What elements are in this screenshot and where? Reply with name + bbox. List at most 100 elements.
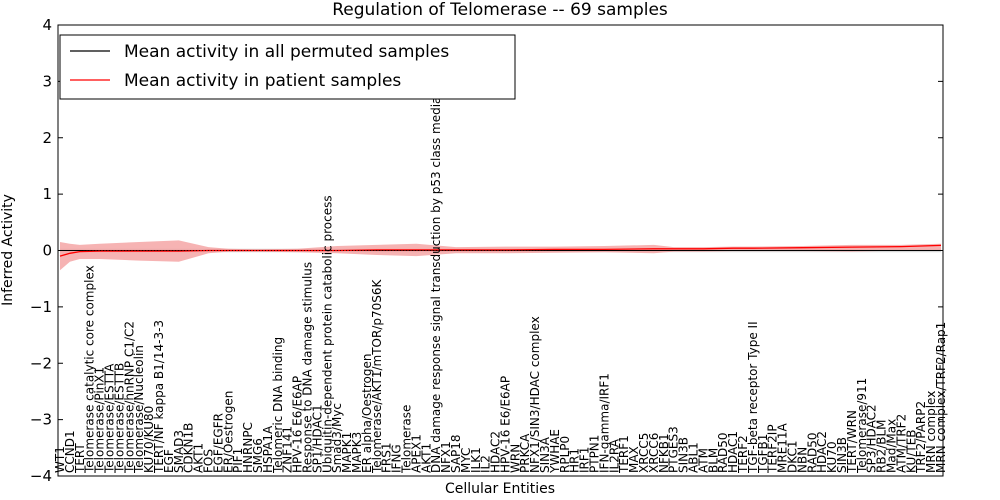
category-label: MAPK1 [340,432,354,473]
category-label: HSPA1A [261,425,275,473]
category-label: HDAC2 [815,431,829,473]
category-label: MAPK3 [350,432,364,473]
category-label: TERF1 [617,435,631,474]
category-label: Ubiquitin-dependent protein catabolic pr… [320,195,334,473]
category-label: IFNG [390,444,404,473]
category-label: BLM [706,448,720,473]
category-label: MRE11A [776,422,790,473]
category-label: CCND1 [63,430,77,473]
category-label: TERF2IP [766,424,780,474]
category-label: TERT/NF kappa B1/14-3-3 [152,320,166,474]
category-label: NBN [795,447,809,473]
category-label: Telomerase catalytic core complex [83,265,97,474]
y-tick-label: −1 [30,298,52,316]
category-label: FOS [202,449,216,473]
category-label: AKT1 [192,443,206,473]
category-label: MRN complex [924,391,938,473]
category-label: EGF/EGFR [211,413,225,473]
category-label: Telomerase/Nucleolin [132,345,146,474]
series-lines [58,244,943,257]
category-label: APEX1 [409,434,423,473]
category-label: DKC1 [786,441,800,473]
category-label: SIN3B [677,437,691,473]
category-label: RPLP0 [558,436,572,473]
category-label: TRF2/PARP2 [914,401,928,474]
category-label: HNRNPC [241,422,255,473]
category-label: ZNF141 [281,426,295,473]
category-label: CDKN1B [182,423,196,473]
category-label: ER alpha/Oestrogen [360,354,374,473]
category-label: RAD50 [716,432,730,473]
patient-band [60,240,941,271]
y-tick-label: −3 [30,411,52,429]
category-label: WT1 [53,446,67,473]
category-label: XRCC5 [637,433,651,473]
category-label: YWHAE [548,429,562,474]
category-label: TERT [73,443,87,474]
category-label: SIN3B [835,437,849,473]
category-label: IRF1 [578,447,592,473]
legend-label-patient: Mean activity in patient samples [124,71,401,91]
category-label: KU70 [825,441,839,473]
category-label: MRN complex/TRF2/Rap1 [934,322,948,473]
plot-frame [57,24,944,477]
category-label: PTGES3 [667,426,681,473]
y-tick-label: −4 [30,467,52,485]
y-tick-label: 0 [42,242,52,260]
category-label: SIN3A [538,436,552,473]
category-label: TGFB1 [756,434,770,474]
category-label: SMAD3 [172,430,186,473]
category-label: Telomerase/AKT1/mTOR/p70S6K [370,278,384,474]
category-label: FRS1 [380,443,394,474]
patient-mean-line [59,244,942,257]
category-label: Telomerase/ESTTB [112,363,126,474]
category-label: KU70/KU80 [142,406,156,473]
category-label: PTPN1 [588,435,602,473]
category-label: NFKB1 [657,433,671,473]
category-label: HPV-16 E6/E6AP [291,376,305,473]
category-label: TERT/WRN [845,410,859,474]
category-label: WRN [508,444,522,473]
legend-box [59,34,516,100]
category-label: Telomeric DNA binding [271,337,285,474]
category-label: SMG6 [251,438,265,473]
category-label: IL2 [479,455,493,473]
confidence-bands [60,240,941,271]
category-label: HDAC1 [726,431,740,473]
category-label: Telomerase/PinX1 [93,367,107,474]
category-label: Mad/Max [885,419,899,473]
y-tick-label: 2 [42,129,52,147]
category-label: NFX1 [439,441,453,473]
category-label: Telomerase/911 [855,378,869,474]
category-label: MAX [627,446,641,473]
category-label: Telomerase [400,405,414,474]
category-label: MYC [459,448,473,473]
category-label: SP3/HDAC2 [865,404,879,473]
legend: Mean activity in all permuted samples Me… [59,34,516,100]
y-tick-label: 1 [42,185,52,203]
category-label: DNA damage response signal transduction … [429,80,443,473]
category-label: HR1 [568,448,582,473]
category-label: ILK1 [469,447,483,473]
category-label: Telomerase/hnRNP C1/C2 [122,321,136,474]
y-tick-label: 3 [42,72,52,90]
category-label: HDAC2 [489,431,503,473]
category-label: SAP18 [449,434,463,473]
category-label: RB2/BLM [875,419,889,473]
y-axis-label: Inferred Activity [0,194,16,306]
category-label: ABL1 [687,442,701,473]
chart-title: Regulation of Telomerase -- 69 samples [332,0,668,20]
category-label: KU/TEB [904,429,918,473]
category-label: ATM [696,448,710,473]
category-label: Response to DNA damage stimulus [301,262,315,473]
category-label: HPV-16 E6/E6AP [498,376,512,473]
y-tick-label: −2 [30,354,52,372]
category-label: Smad3/Myc [330,403,344,473]
legend-label-permuted: Mean activity in all permuted samples [124,42,449,62]
category-label: XRCC6 [647,433,661,473]
category-label: TGF-beta receptor Type II [746,321,760,474]
y-axis-ticks: −4 −3 −2 −1 0 1 2 3 4 [30,16,943,485]
category-label: PIF1 [231,448,245,473]
